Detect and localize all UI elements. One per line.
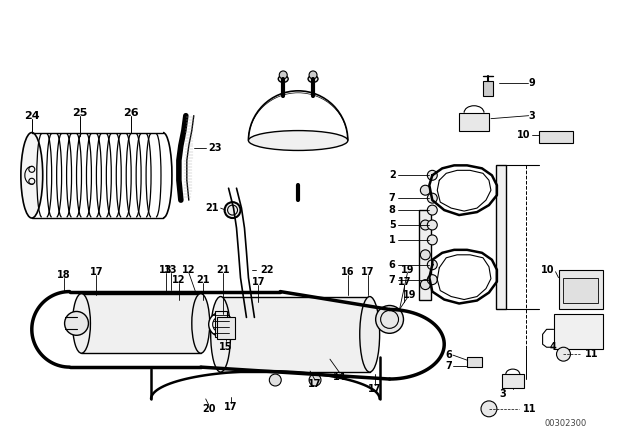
Text: 23: 23: [209, 143, 222, 154]
Text: 21: 21: [205, 203, 219, 213]
Circle shape: [428, 235, 437, 245]
Circle shape: [420, 185, 430, 195]
Circle shape: [481, 401, 497, 417]
Text: 7: 7: [388, 275, 396, 284]
Circle shape: [428, 260, 437, 270]
Text: 24: 24: [24, 111, 40, 121]
Bar: [554, 314, 604, 349]
Circle shape: [420, 220, 430, 230]
Bar: [483, 81, 493, 96]
Text: 8: 8: [388, 205, 396, 215]
Bar: [81, 293, 201, 353]
Text: 2: 2: [388, 170, 396, 180]
Circle shape: [65, 311, 88, 335]
Bar: [217, 318, 234, 339]
Text: 1: 1: [388, 235, 396, 245]
Circle shape: [309, 374, 321, 386]
Text: 17: 17: [224, 402, 237, 412]
Text: 17: 17: [252, 277, 265, 287]
Text: 10: 10: [541, 265, 554, 275]
Circle shape: [557, 347, 570, 361]
Circle shape: [279, 71, 287, 79]
Circle shape: [420, 280, 430, 289]
Circle shape: [225, 202, 241, 218]
Text: 7: 7: [388, 193, 396, 203]
Text: 21: 21: [196, 275, 209, 284]
Ellipse shape: [248, 130, 348, 151]
Text: 17: 17: [397, 277, 412, 287]
Bar: [559, 270, 604, 310]
Text: 16: 16: [341, 267, 355, 277]
Circle shape: [420, 250, 430, 260]
Bar: [563, 278, 598, 302]
Bar: [459, 113, 489, 130]
Text: 10: 10: [517, 129, 531, 140]
Text: 12: 12: [182, 265, 196, 275]
Text: 6: 6: [388, 260, 396, 270]
Circle shape: [428, 220, 437, 230]
Bar: [496, 165, 506, 310]
Bar: [539, 130, 573, 142]
Text: 4: 4: [550, 342, 557, 352]
Text: 20: 20: [202, 404, 216, 414]
Text: 3: 3: [499, 389, 506, 399]
Text: 22: 22: [260, 265, 274, 275]
Bar: [502, 374, 524, 388]
Text: 21: 21: [216, 265, 229, 275]
Ellipse shape: [308, 75, 318, 82]
Ellipse shape: [21, 133, 43, 218]
Text: 19: 19: [401, 265, 414, 275]
Text: 11: 11: [586, 349, 599, 359]
Ellipse shape: [72, 293, 90, 353]
Circle shape: [428, 275, 437, 284]
Text: 26: 26: [124, 108, 139, 118]
Text: 9: 9: [529, 78, 536, 88]
Text: 17: 17: [361, 267, 374, 277]
Text: 12: 12: [172, 275, 186, 284]
Circle shape: [209, 312, 232, 336]
Text: 13: 13: [159, 265, 173, 275]
Text: 11: 11: [523, 404, 536, 414]
Circle shape: [428, 193, 437, 203]
Bar: [419, 210, 431, 300]
Ellipse shape: [211, 297, 230, 372]
Text: 15: 15: [219, 342, 232, 352]
Bar: [467, 357, 482, 367]
Text: 13: 13: [164, 265, 178, 275]
Text: 17: 17: [368, 384, 381, 394]
Text: 6: 6: [445, 350, 452, 360]
Text: 00302300: 00302300: [545, 419, 587, 428]
Bar: [221, 297, 370, 372]
Text: 3: 3: [529, 111, 536, 121]
Circle shape: [428, 170, 437, 180]
Circle shape: [269, 374, 281, 386]
Text: 17: 17: [90, 267, 103, 277]
Text: 25: 25: [72, 108, 87, 118]
Circle shape: [376, 306, 403, 333]
Bar: [214, 311, 227, 337]
Circle shape: [309, 71, 317, 79]
Ellipse shape: [278, 75, 288, 82]
Text: 19: 19: [403, 289, 416, 300]
Text: 18: 18: [57, 270, 70, 280]
Circle shape: [428, 205, 437, 215]
Ellipse shape: [360, 297, 380, 372]
Text: 5: 5: [388, 220, 396, 230]
Ellipse shape: [192, 293, 210, 353]
Text: 17: 17: [308, 379, 322, 389]
Text: 14: 14: [333, 372, 347, 382]
Text: 7: 7: [445, 361, 452, 371]
